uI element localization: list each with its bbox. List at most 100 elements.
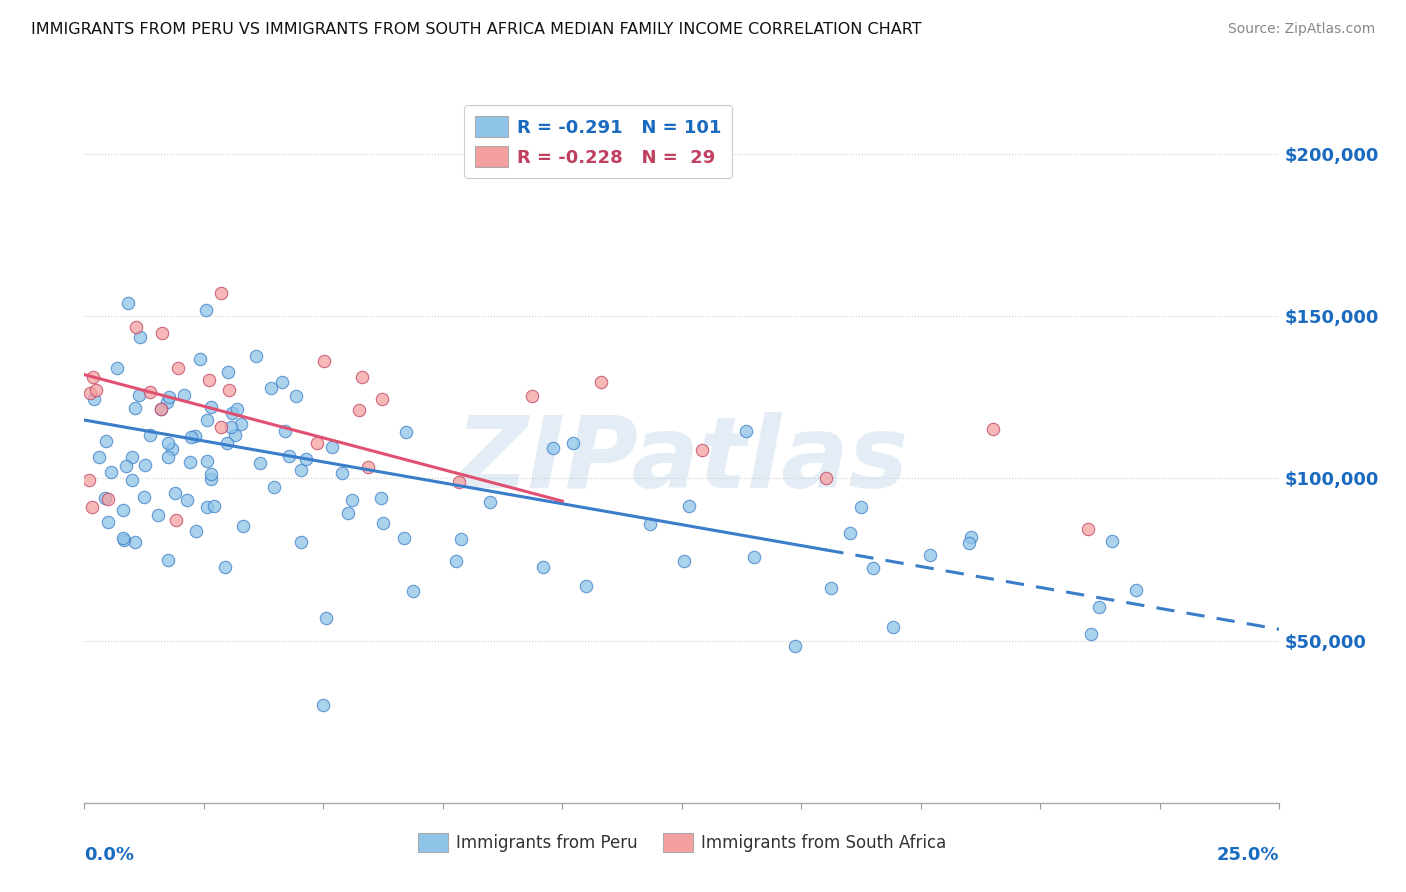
Point (957, 536, 980, 550)
Point (690, 442, 713, 457)
Point (640, 516, 662, 531)
Point (224, 427, 246, 442)
Point (373, 516, 395, 530)
Point (446, 553, 468, 567)
Point (87, 450, 110, 465)
Point (305, 436, 328, 450)
Point (371, 392, 394, 406)
Point (882, 620, 904, 634)
Point (342, 493, 364, 508)
Point (450, 532, 472, 546)
Point (221, 406, 243, 420)
Point (202, 499, 225, 513)
Point (678, 499, 700, 513)
Point (589, 375, 612, 389)
Point (160, 442, 183, 456)
Point (117, 295, 139, 310)
Point (321, 440, 343, 454)
Point (198, 373, 221, 387)
Text: 25.0%: 25.0% (1218, 846, 1279, 863)
Point (838, 526, 860, 541)
Point (195, 303, 218, 318)
Point (520, 389, 543, 403)
Point (146, 508, 169, 522)
Point (330, 466, 353, 480)
Point (1101, 533, 1123, 548)
Point (290, 463, 312, 477)
Point (209, 286, 232, 301)
Point (337, 506, 360, 520)
Point (278, 450, 301, 464)
Point (561, 435, 583, 450)
Point (449, 475, 471, 490)
Point (173, 388, 195, 402)
Point (128, 387, 150, 401)
Point (82, 500, 104, 514)
Point (124, 319, 146, 334)
Point (263, 480, 285, 494)
Point (82, 369, 104, 384)
Point (156, 395, 179, 409)
Point (94, 491, 117, 506)
Point (245, 349, 267, 363)
Point (543, 442, 565, 456)
Point (157, 450, 180, 464)
Point (121, 450, 143, 464)
Point (357, 460, 380, 475)
Point (132, 490, 155, 504)
Point (112, 533, 135, 547)
Point (574, 579, 596, 593)
Point (195, 413, 218, 427)
Point (284, 389, 307, 403)
Point (200, 467, 222, 481)
Point (1077, 522, 1099, 536)
Point (478, 495, 501, 509)
Point (217, 436, 239, 450)
Point (115, 458, 138, 473)
Point (105, 360, 128, 375)
Point (1087, 599, 1109, 614)
Text: Source: ZipAtlas.com: Source: ZipAtlas.com (1227, 22, 1375, 37)
Point (274, 424, 297, 438)
Point (290, 534, 312, 549)
Point (157, 390, 180, 404)
Point (862, 561, 884, 575)
Point (112, 503, 135, 517)
Point (295, 451, 318, 466)
Point (672, 554, 695, 568)
Point (315, 611, 337, 625)
Point (249, 456, 271, 470)
Point (124, 535, 146, 549)
Point (209, 420, 232, 434)
Point (370, 491, 392, 505)
Point (157, 436, 180, 450)
Point (219, 420, 242, 434)
Point (139, 385, 162, 400)
Point (312, 353, 335, 368)
Point (259, 381, 281, 395)
Point (112, 531, 135, 545)
Point (217, 365, 239, 379)
Point (214, 560, 236, 574)
Point (165, 486, 187, 500)
Point (270, 375, 292, 389)
Point (531, 560, 554, 574)
Point (188, 351, 211, 366)
Point (83, 392, 105, 406)
Point (229, 417, 252, 431)
Point (814, 471, 837, 485)
Point (150, 326, 173, 340)
Point (352, 370, 374, 384)
Point (232, 519, 254, 533)
Point (97, 516, 120, 530)
Point (134, 458, 156, 472)
Point (742, 550, 765, 565)
Point (77, 474, 100, 488)
Point (184, 428, 207, 442)
Point (200, 400, 222, 414)
Point (200, 472, 222, 486)
Point (981, 422, 1004, 436)
Point (920, 549, 942, 563)
Point (176, 492, 198, 507)
Point (820, 581, 842, 595)
